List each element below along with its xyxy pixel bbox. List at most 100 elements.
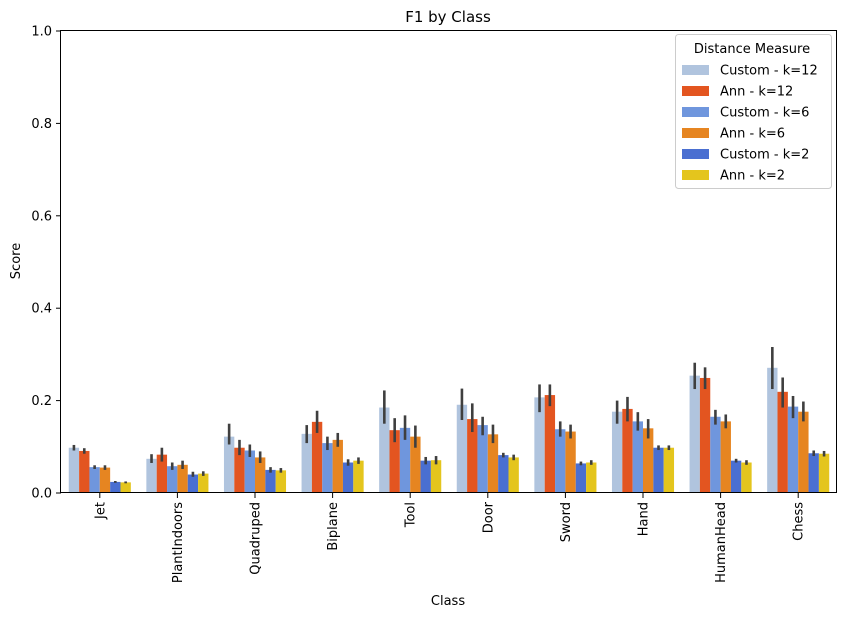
bar xyxy=(663,447,675,493)
legend-swatch xyxy=(682,170,709,180)
bar xyxy=(699,377,711,493)
bar xyxy=(332,439,343,493)
y-axis-label: Score xyxy=(9,243,24,279)
legend-items: Custom - k=12 Ann - k=12 Custom - k=6 Ann -… xyxy=(682,64,818,184)
bar xyxy=(389,430,400,493)
bar xyxy=(167,466,178,493)
bar xyxy=(410,436,421,493)
x-tick-label: Tool xyxy=(404,502,419,528)
legend-swatch xyxy=(682,107,709,117)
legend: Distance Measure Custom - k=12 Ann - k=12… xyxy=(675,34,832,189)
bar xyxy=(767,367,778,493)
bar xyxy=(156,454,168,493)
bar xyxy=(79,450,90,493)
y-axis: 0.0 0.2 0.4 0.6 0.8 1.0 xyxy=(31,25,61,502)
bar xyxy=(322,443,333,493)
bar xyxy=(187,474,199,493)
x-tick-label: PlantIndoors xyxy=(171,502,186,583)
bar xyxy=(477,425,488,493)
bar xyxy=(467,419,478,493)
x-tick-label: Door xyxy=(481,501,496,533)
legend-swatch xyxy=(682,86,709,96)
x-tick-label: Biplane xyxy=(326,502,341,551)
y-tick-label: 0.2 xyxy=(31,394,52,409)
bar xyxy=(741,462,752,493)
bar xyxy=(420,460,431,493)
bar xyxy=(177,464,188,493)
bar xyxy=(555,429,566,493)
bar xyxy=(379,407,390,493)
y-tick-label: 0.8 xyxy=(31,117,52,132)
bar xyxy=(99,467,111,493)
bar xyxy=(456,404,468,493)
legend-label: Ann - k=12 xyxy=(720,85,793,100)
bar xyxy=(720,421,731,493)
bar xyxy=(586,462,597,493)
legend-title: Distance Measure xyxy=(694,42,810,57)
bars-layer xyxy=(68,367,830,493)
x-tick-label: Quadruped xyxy=(249,502,264,575)
bar xyxy=(689,375,700,493)
bar xyxy=(244,450,255,493)
bar xyxy=(234,447,245,493)
bar xyxy=(818,453,830,493)
bar xyxy=(565,431,576,493)
plot-frame xyxy=(60,30,837,493)
bar xyxy=(798,411,809,493)
bar xyxy=(544,395,556,493)
legend-label: Custom - k=2 xyxy=(720,148,809,163)
legend-label: Custom - k=12 xyxy=(720,64,818,79)
bar xyxy=(508,457,519,493)
y-tick-label: 1.0 xyxy=(31,25,52,40)
x-tick-label: HumanHead xyxy=(714,502,729,583)
x-axis-label: Class xyxy=(431,594,465,609)
bar xyxy=(146,458,157,493)
bar xyxy=(198,473,209,493)
bar xyxy=(399,427,411,493)
legend-swatch xyxy=(682,128,709,138)
bar xyxy=(622,408,633,493)
bar xyxy=(301,433,312,493)
bar xyxy=(487,434,499,493)
x-tick-label: Jet xyxy=(93,502,108,520)
bar xyxy=(498,455,509,493)
bar xyxy=(653,447,664,493)
bar xyxy=(632,421,643,493)
bar xyxy=(430,460,442,493)
bar xyxy=(275,470,287,493)
bar xyxy=(110,481,121,493)
bar xyxy=(808,453,819,493)
y-tick-label: 0.4 xyxy=(31,302,52,317)
y-tick-label: 0.6 xyxy=(31,209,52,224)
bar xyxy=(787,406,799,493)
bar xyxy=(611,411,623,493)
bar xyxy=(342,462,354,493)
bar xyxy=(265,469,276,493)
error-bars-layer xyxy=(72,347,826,484)
bar xyxy=(223,436,235,493)
bar xyxy=(575,463,587,493)
bar xyxy=(255,457,266,493)
x-axis: Jet PlantIndoors Quadruped Biplane Tool Door S… xyxy=(93,493,807,583)
bar xyxy=(643,428,654,493)
x-tick-label: Chess xyxy=(792,502,807,541)
chart-title: F1 by Class xyxy=(405,8,491,26)
bar xyxy=(311,421,323,493)
bar xyxy=(710,416,721,493)
legend-swatch xyxy=(682,65,709,75)
bar xyxy=(353,460,364,493)
bar xyxy=(68,447,80,493)
bar xyxy=(730,460,742,493)
legend-swatch xyxy=(682,149,709,159)
legend-label: Ann - k=6 xyxy=(720,127,785,142)
bar xyxy=(120,482,131,493)
x-tick-label: Sword xyxy=(559,502,574,542)
legend-box xyxy=(675,34,832,189)
y-tick-label: 0.0 xyxy=(31,487,52,502)
x-tick-label: Hand xyxy=(637,502,652,536)
legend-label: Custom - k=6 xyxy=(720,106,809,121)
legend-label: Ann - k=2 xyxy=(720,169,785,184)
bar xyxy=(777,391,788,493)
bar xyxy=(534,397,545,493)
